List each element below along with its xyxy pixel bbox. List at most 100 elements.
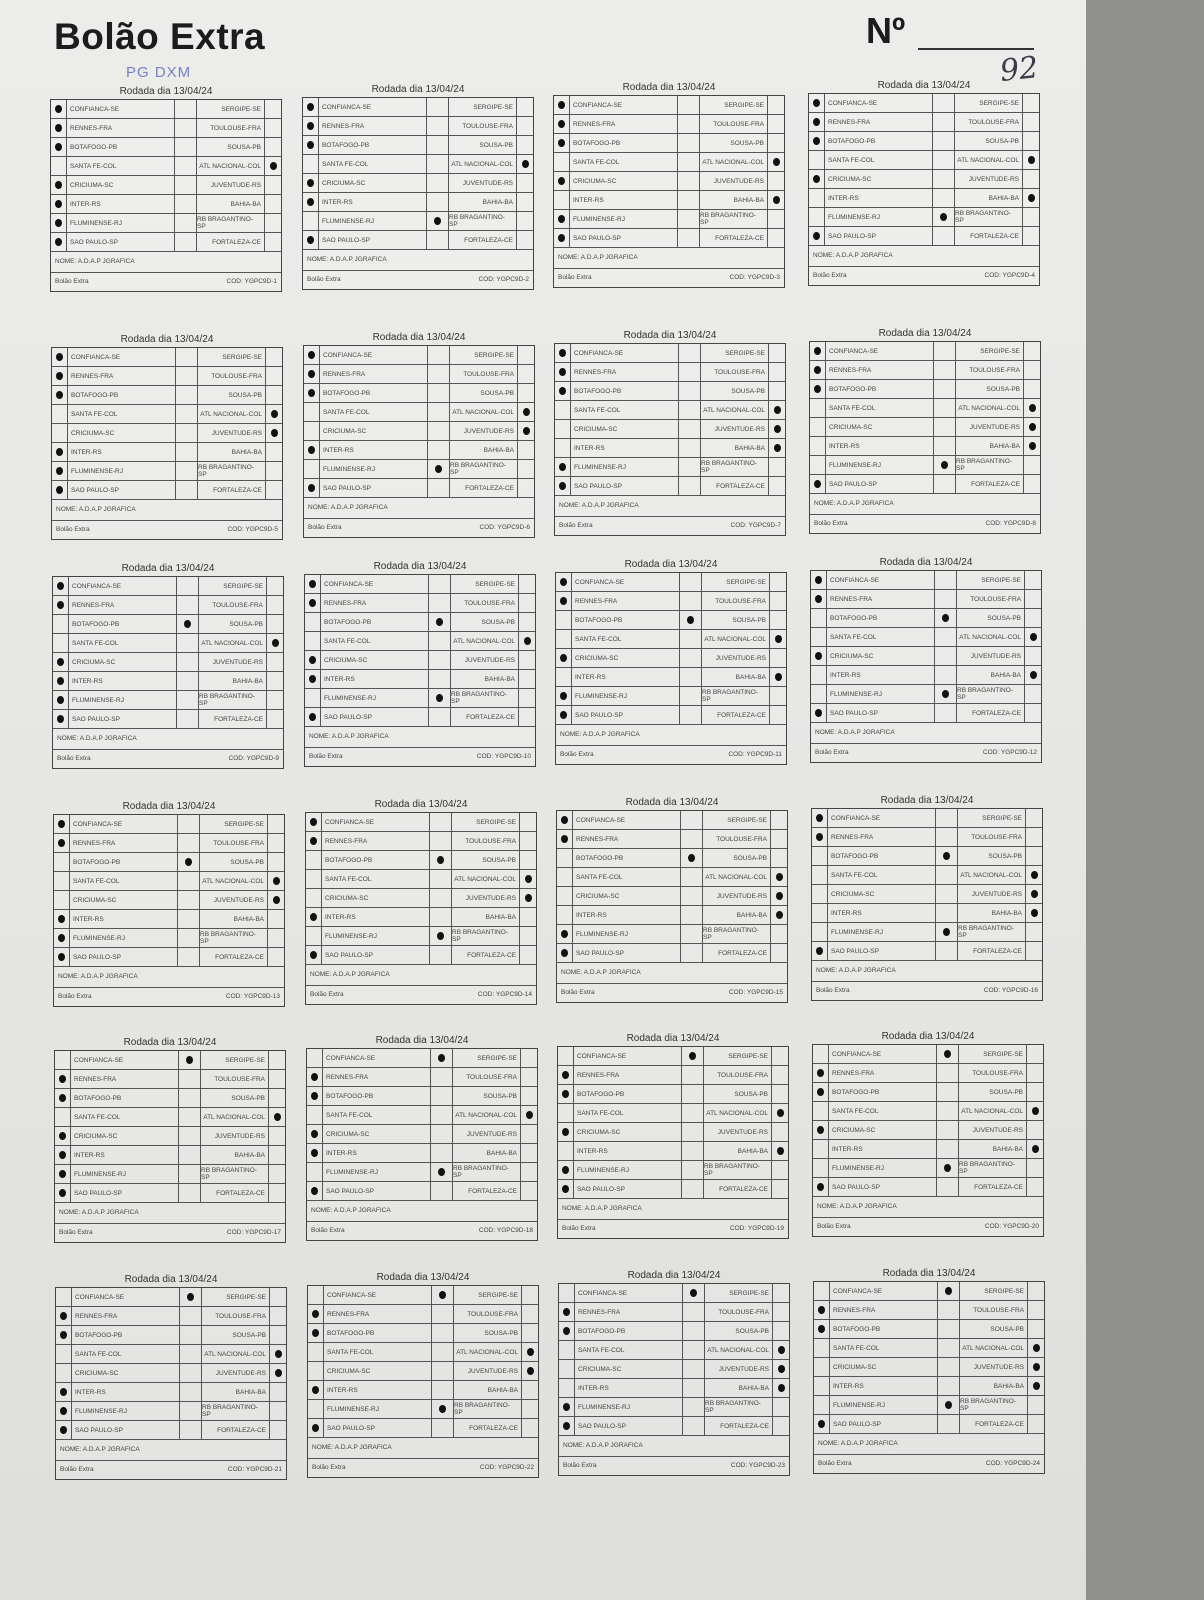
away-team: BAHIA-BA (960, 1377, 1028, 1395)
away-team: SOUSA-PB (453, 1087, 521, 1105)
away-team: JUVENTUDE-RS (198, 424, 266, 442)
home-pick-cell (303, 174, 319, 192)
away-pick-cell (269, 1165, 285, 1183)
match-row: INTER-RS BAHIA-BA (812, 904, 1042, 923)
name-line: NOME: A.D.A.P JGRAFICA (303, 250, 533, 271)
pick-mark-dot (311, 1149, 318, 1157)
footer-label: Bolão Extra (813, 272, 847, 279)
away-team: BAHIA-BA (450, 441, 518, 459)
away-team: ATL NACIONAL-COL (198, 405, 266, 423)
draw-pick-cell (936, 847, 958, 865)
match-row: RENNES-FRA TOULOUSE-FRA (558, 1066, 788, 1085)
away-team: SERGIPE-SE (704, 1047, 772, 1065)
home-pick-cell (809, 94, 825, 112)
pick-mark-dot (945, 1287, 952, 1295)
slip-code: COD: YGPC9D-17 (226, 1229, 281, 1236)
draw-pick-cell (938, 1320, 960, 1338)
draw-pick-cell (428, 384, 450, 402)
away-team: BAHIA-BA (957, 666, 1025, 684)
round-label: Rodada dia 13/04/24 (626, 1033, 720, 1044)
home-team: RENNES-FRA (830, 1301, 938, 1319)
pick-mark-dot (59, 1151, 66, 1159)
home-team: FLUMINENSE-RJ (573, 925, 681, 943)
draw-pick-cell (936, 942, 958, 960)
draw-pick-cell (179, 1089, 201, 1107)
away-team: FORTALEZA-CE (960, 1415, 1028, 1433)
home-pick-cell (305, 632, 321, 650)
home-team: SAO PAULO-SP (68, 481, 176, 499)
home-team: INTER-RS (570, 191, 678, 209)
pick-mark-dot (1030, 909, 1038, 917)
pick-mark-dot (561, 949, 568, 957)
pick-mark-dot (1027, 194, 1035, 202)
match-row: RENNES-FRA TOULOUSE-FRA (304, 365, 534, 384)
home-pick-cell (54, 815, 70, 833)
away-pick-cell (770, 649, 786, 667)
draw-pick-cell (682, 1142, 704, 1160)
away-team: FORTALEZA-CE (449, 231, 517, 249)
away-pick-cell (1023, 189, 1039, 207)
away-pick-cell (1028, 1358, 1044, 1376)
away-pick-cell (768, 134, 784, 152)
pick-mark-dot (559, 387, 566, 395)
draw-pick-cell (176, 462, 198, 480)
away-pick-cell (1024, 342, 1040, 360)
match-row: CONFIANCA-SE SERGIPE-SE (53, 577, 283, 596)
away-team: TOULOUSE-FRA (201, 1070, 269, 1088)
draw-pick-cell (934, 361, 956, 379)
pick-mark-dot (817, 1069, 824, 1077)
draw-pick-cell (681, 887, 703, 905)
pick-mark-dot (559, 349, 566, 357)
away-team: TOULOUSE-FRA (704, 1066, 772, 1084)
pick-mark-dot (59, 1132, 66, 1140)
draw-pick-cell (428, 365, 450, 383)
pick-mark-dot (274, 1369, 282, 1377)
away-team: RB BRAGANTINO-SP (701, 458, 769, 476)
match-row: BOTAFOGO-PB SOUSA-PB (556, 611, 786, 630)
draw-pick-cell (683, 1341, 705, 1359)
home-pick-cell (557, 925, 573, 943)
away-team: JUVENTUDE-RS (199, 653, 267, 671)
match-row: BOTAFOGO-PB SOUSA-PB (555, 382, 785, 401)
home-pick-cell (51, 195, 67, 213)
home-team: FLUMINENSE-RJ (574, 1161, 682, 1179)
away-team: SERGIPE-SE (197, 100, 265, 118)
draw-pick-cell (680, 611, 702, 629)
slip-code: COD: YGPC9D-1 (226, 278, 277, 285)
away-team: BAHIA-BA (201, 1146, 269, 1164)
pick-mark-dot (55, 238, 62, 246)
away-pick-cell (768, 172, 784, 190)
home-pick-cell (51, 119, 67, 137)
draw-pick-cell (934, 456, 956, 474)
draw-pick-cell (176, 405, 198, 423)
draw-pick-cell (682, 1085, 704, 1103)
home-pick-cell (56, 1307, 72, 1325)
home-pick-cell (810, 342, 826, 360)
pick-mark-dot (818, 1325, 825, 1333)
match-row: FLUMINENSE-RJ RB BRAGANTINO-SP (813, 1159, 1043, 1178)
home-team: BOTAFOGO-PB (826, 380, 934, 398)
match-row: SANTA FE-COL ATL NACIONAL-COL (51, 157, 281, 176)
pick-mark-dot (58, 820, 65, 828)
home-pick-cell (812, 866, 828, 884)
home-team: SAO PAULO-SP (575, 1417, 683, 1435)
away-pick-cell (768, 229, 784, 247)
home-pick-cell (52, 481, 68, 499)
away-team: TOULOUSE-FRA (449, 117, 517, 135)
away-pick-cell (266, 405, 282, 423)
home-pick-cell (554, 96, 570, 114)
draw-pick-cell (175, 214, 197, 232)
home-pick-cell (555, 420, 571, 438)
draw-pick-cell (178, 815, 200, 833)
page-title: Bolão Extra (54, 16, 266, 57)
home-pick-cell (307, 1182, 323, 1200)
pick-mark-dot (940, 213, 947, 221)
match-row: CRICIUMA-SC JUVENTUDE-RS (54, 891, 284, 910)
away-pick-cell (1026, 904, 1042, 922)
match-row: CRICIUMA-SC JUVENTUDE-RS (51, 176, 281, 195)
match-row: SAO PAULO-SP FORTALEZA-CE (305, 708, 535, 727)
pick-mark-dot (561, 835, 568, 843)
pick-mark-dot (439, 1291, 446, 1299)
away-pick-cell (266, 462, 282, 480)
away-team: ATL NACIONAL-COL (703, 868, 771, 886)
